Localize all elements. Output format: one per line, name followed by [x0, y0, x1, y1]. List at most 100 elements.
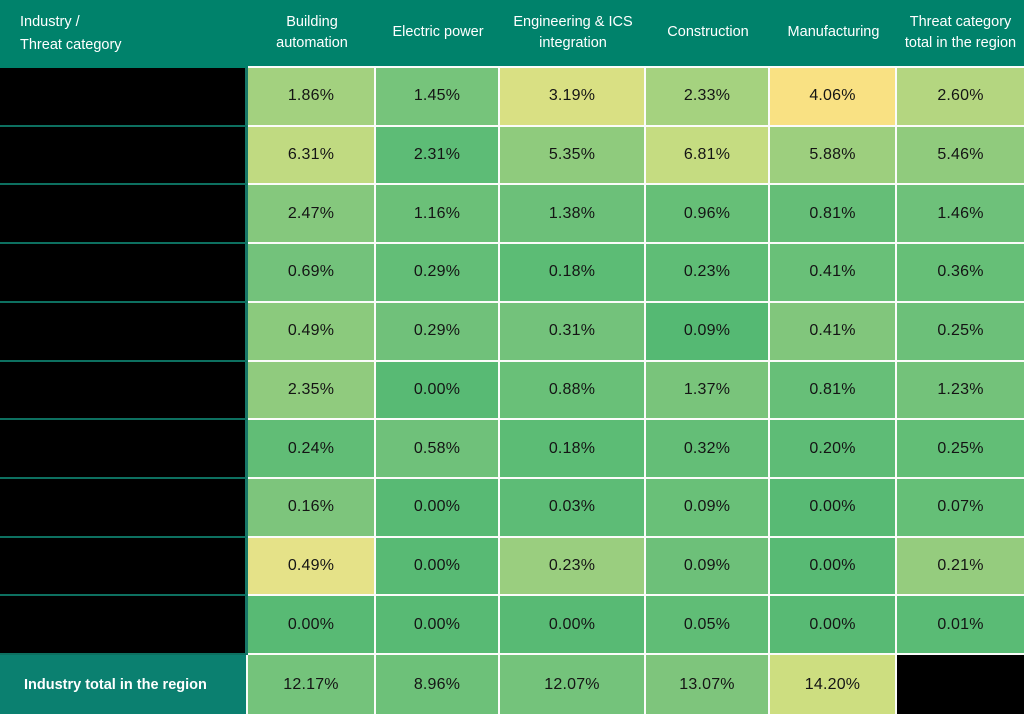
heatmap-cell: 1.37% [646, 361, 770, 421]
footer-total-cell: 8.96% [376, 655, 500, 714]
footer-grand-total-redacted [897, 655, 1024, 714]
heatmap-cell: 0.00% [376, 537, 500, 597]
heatmap-cell: 0.23% [646, 244, 770, 303]
column-header-threat-category-total: Threat category total in the region [897, 0, 1024, 68]
heatmap-cell: 0.41% [770, 302, 897, 362]
heatmap-cell: 0.29% [376, 302, 500, 362]
heatmap-cell: 1.45% [376, 68, 500, 127]
heatmap-cell: 0.01% [897, 596, 1024, 656]
heatmap-cell: 0.25% [897, 302, 1024, 362]
table-row: 1.86% 1.45% 3.19% 2.33% 4.06% 2.60% [0, 68, 1024, 127]
table-row: 0.16% 0.00% 0.03% 0.09% 0.00% 0.07% [0, 478, 1024, 538]
column-header-manufacturing: Manufacturing [770, 0, 897, 68]
heatmap-cell: 1.38% [500, 185, 646, 245]
heatmap-cell: 5.35% [500, 126, 646, 186]
heatmap-cell: 0.00% [376, 361, 500, 421]
heatmap-cell: 0.96% [646, 185, 770, 245]
heatmap-cell: 0.69% [248, 244, 376, 303]
heatmap-cell: 6.81% [646, 126, 770, 186]
heatmap-cell: 0.07% [897, 478, 1024, 538]
heatmap-cell: 0.00% [770, 596, 897, 656]
column-header-electric-power: Electric power [376, 0, 500, 68]
heatmap-cell: 0.20% [770, 420, 897, 479]
heatmap-cell: 0.00% [770, 478, 897, 538]
heatmap-cell: 0.49% [248, 302, 376, 362]
footer-total-cell: 12.17% [248, 655, 376, 714]
footer-total-cell: 12.07% [500, 655, 646, 714]
heatmap-cell: 0.09% [646, 537, 770, 597]
heatmap-cell: 1.16% [376, 185, 500, 245]
heatmap-cell: 0.23% [500, 537, 646, 597]
heatmap-cell: 0.29% [376, 244, 500, 303]
row-label-redacted [0, 244, 248, 303]
heatmap-cell: 1.23% [897, 361, 1024, 421]
row-label-redacted [0, 478, 248, 538]
row-label-redacted [0, 185, 248, 245]
footer-row: Industry total in the region 12.17% 8.96%… [0, 655, 1024, 714]
row-label-redacted [0, 596, 248, 656]
column-header-construction: Construction [646, 0, 770, 68]
table-body: 1.86% 1.45% 3.19% 2.33% 4.06% 2.60% 6.31% 2.31%… [0, 68, 1024, 656]
heatmap-cell: 0.09% [646, 302, 770, 362]
row-label-redacted [0, 302, 248, 362]
heatmap-cell: 0.00% [376, 478, 500, 538]
heatmap-cell: 0.00% [248, 596, 376, 656]
heatmap-cell: 0.58% [376, 420, 500, 479]
row-label-redacted [0, 420, 248, 479]
heatmap-cell: 2.35% [248, 361, 376, 421]
heatmap-cell: 0.81% [770, 185, 897, 245]
table-row: 0.49% 0.29% 0.31% 0.09% 0.41% 0.25% [0, 302, 1024, 362]
header-row: Industry / Threat category Building auto… [0, 0, 1024, 68]
row-label-redacted [0, 68, 248, 127]
row-label-redacted [0, 361, 248, 421]
heatmap-cell: 0.03% [500, 478, 646, 538]
heatmap-cell: 0.81% [770, 361, 897, 421]
footer-total-cell: 14.20% [770, 655, 897, 714]
heatmap-cell: 1.86% [248, 68, 376, 127]
heatmap-cell: 0.49% [248, 537, 376, 597]
heatmap-cell: 0.25% [897, 420, 1024, 479]
heatmap-cell: 2.33% [646, 68, 770, 127]
heatmap-cell: 0.09% [646, 478, 770, 538]
table-row: 0.00% 0.00% 0.00% 0.05% 0.00% 0.01% [0, 596, 1024, 656]
table-row: 2.47% 1.16% 1.38% 0.96% 0.81% 1.46% [0, 185, 1024, 245]
heatmap-cell: 5.88% [770, 126, 897, 186]
table-row: 2.35% 0.00% 0.88% 1.37% 0.81% 1.23% [0, 361, 1024, 421]
heatmap-cell: 6.31% [248, 126, 376, 186]
heatmap-cell: 1.46% [897, 185, 1024, 245]
row-label-redacted [0, 537, 248, 597]
heatmap-cell: 2.31% [376, 126, 500, 186]
table-row: 0.69% 0.29% 0.18% 0.23% 0.41% 0.36% [0, 244, 1024, 303]
heatmap-cell: 5.46% [897, 126, 1024, 186]
column-header-building-automation: Building automation [248, 0, 376, 68]
heatmap-cell: 2.47% [248, 185, 376, 245]
corner-header: Industry / Threat category [0, 0, 248, 68]
footer-total-cell: 13.07% [646, 655, 770, 714]
heatmap-cell: 2.60% [897, 68, 1024, 127]
corner-header-line1: Industry / [20, 13, 80, 30]
heatmap-cell: 0.00% [770, 537, 897, 597]
footer-label: Industry total in the region [0, 655, 248, 714]
row-label-redacted [0, 126, 248, 186]
heatmap-cell: 0.18% [500, 244, 646, 303]
heatmap-cell: 0.05% [646, 596, 770, 656]
corner-header-line2: Threat category [20, 37, 122, 53]
heatmap-cell: 0.21% [897, 537, 1024, 597]
heatmap-cell: 0.24% [248, 420, 376, 479]
column-header-engineering-ics-integration: Engineering & ICS integration [500, 0, 646, 68]
heatmap-cell: 0.88% [500, 361, 646, 421]
table-row: 0.24% 0.58% 0.18% 0.32% 0.20% 0.25% [0, 420, 1024, 479]
heatmap-cell: 0.16% [248, 478, 376, 538]
heatmap-cell: 0.31% [500, 302, 646, 362]
heatmap-cell: 0.36% [897, 244, 1024, 303]
heatmap-cell: 0.00% [376, 596, 500, 656]
heatmap-cell: 4.06% [770, 68, 897, 127]
heatmap-cell: 0.32% [646, 420, 770, 479]
table-row: 6.31% 2.31% 5.35% 6.81% 5.88% 5.46% [0, 126, 1024, 186]
table-row: 0.49% 0.00% 0.23% 0.09% 0.00% 0.21% [0, 537, 1024, 597]
heatmap-cell: 0.41% [770, 244, 897, 303]
heatmap-cell: 0.18% [500, 420, 646, 479]
heatmap-cell: 0.00% [500, 596, 646, 656]
heatmap-cell: 3.19% [500, 68, 646, 127]
